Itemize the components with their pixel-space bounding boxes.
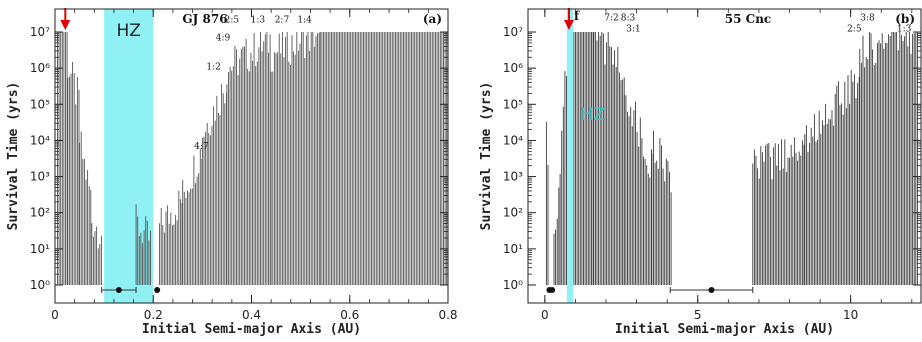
- y-axis-label: Survival Time (yrs): [479, 82, 494, 231]
- y-tick-label: 10³: [30, 170, 50, 184]
- resonance-label: 2:7: [275, 15, 290, 25]
- resonance-label: 3:1: [626, 24, 640, 34]
- y-axis-label: Survival Time (yrs): [6, 82, 21, 231]
- panel-55cnc: HZ f 10⁰ 10¹ 10² 10³ 10⁴ 10⁵ 10⁶ 10⁷ 0 5 10 7:2 8:33:1…: [479, 8, 921, 337]
- arrow-head: [60, 20, 70, 30]
- planet-marker: [154, 287, 160, 293]
- panel-label: (b): [895, 12, 915, 26]
- x-tick-label: 0.4: [242, 308, 261, 322]
- resonance-label: 1:4: [297, 15, 312, 25]
- y-tick-label: 10²: [503, 206, 523, 220]
- y-tick-label: 10⁵: [503, 97, 523, 111]
- x-tick-label: 5: [694, 308, 702, 322]
- resonance-label: 2:5: [847, 24, 862, 34]
- x-tick-label: 0.8: [438, 308, 457, 322]
- hz-label: HZ: [581, 105, 605, 125]
- resonance-label: 3:8: [860, 14, 875, 24]
- panel-label: (a): [423, 12, 442, 26]
- x-tick-label: 0: [541, 308, 549, 322]
- resonance-label: 1:2: [206, 62, 220, 72]
- y-tick-label: 10⁰: [503, 278, 523, 292]
- resonance-label: 7:2: [604, 14, 618, 24]
- survival-bars: [546, 32, 917, 285]
- y-tick-label: 10³: [503, 170, 523, 184]
- x-tick-label: 0: [51, 308, 59, 322]
- planet-marker: [709, 287, 715, 293]
- chart-title: 55 Cnc: [725, 12, 771, 26]
- y-tick-label: 10⁰: [30, 278, 50, 292]
- y-tick-label: 10⁶: [503, 61, 523, 75]
- resonance-label: 4:7: [194, 142, 209, 152]
- x-axis-label: Initial Semi-major Axis (AU): [615, 322, 834, 337]
- y-tick-label: 10²: [30, 206, 50, 220]
- x-tick-label: 10: [843, 308, 858, 322]
- y-tick-label: 10⁴: [30, 133, 50, 147]
- y-tick-label: 10⁵: [30, 97, 50, 111]
- hz-band: [567, 9, 573, 303]
- y-tick-label: 10¹: [30, 242, 50, 256]
- x-tick-label: 0.6: [340, 308, 359, 322]
- planet-marker: [549, 287, 555, 293]
- resonance-label: 4:9: [216, 33, 231, 43]
- arrow-label: f: [574, 9, 580, 23]
- y-tick-label: 10⁷: [503, 25, 523, 39]
- x-tick-label: 0.2: [144, 308, 163, 322]
- y-tick-label: 10¹: [503, 242, 523, 256]
- panel-gj876: HZ 10⁰ 10¹ 10² 10³ 10⁴ 10⁵ 10⁶ 10⁷ 0 0.2 0.4 0.6 0.8 2…: [6, 8, 458, 337]
- planet-marker: [116, 287, 122, 293]
- y-tick-label: 10⁴: [503, 133, 523, 147]
- x-axis-label: Initial Semi-major Axis (AU): [142, 322, 361, 337]
- hz-label: HZ: [116, 21, 140, 41]
- resonance-label: 8:3: [621, 14, 636, 24]
- resonance-label: 1:3: [251, 15, 266, 25]
- y-tick-label: 10⁶: [30, 61, 50, 75]
- y-tick-label: 10⁷: [30, 25, 50, 39]
- chart-title: GJ 876: [182, 12, 227, 26]
